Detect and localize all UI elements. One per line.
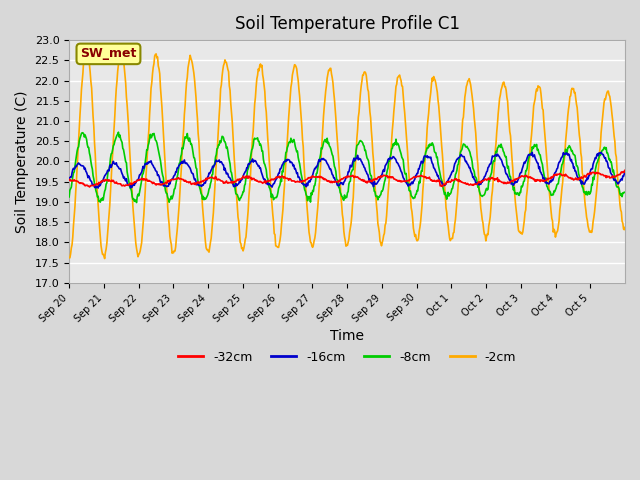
Y-axis label: Soil Temperature (C): Soil Temperature (C) — [15, 90, 29, 233]
Legend: -32cm, -16cm, -8cm, -2cm: -32cm, -16cm, -8cm, -2cm — [173, 346, 521, 369]
X-axis label: Time: Time — [330, 329, 364, 343]
Text: SW_met: SW_met — [80, 48, 137, 60]
Title: Soil Temperature Profile C1: Soil Temperature Profile C1 — [235, 15, 460, 33]
